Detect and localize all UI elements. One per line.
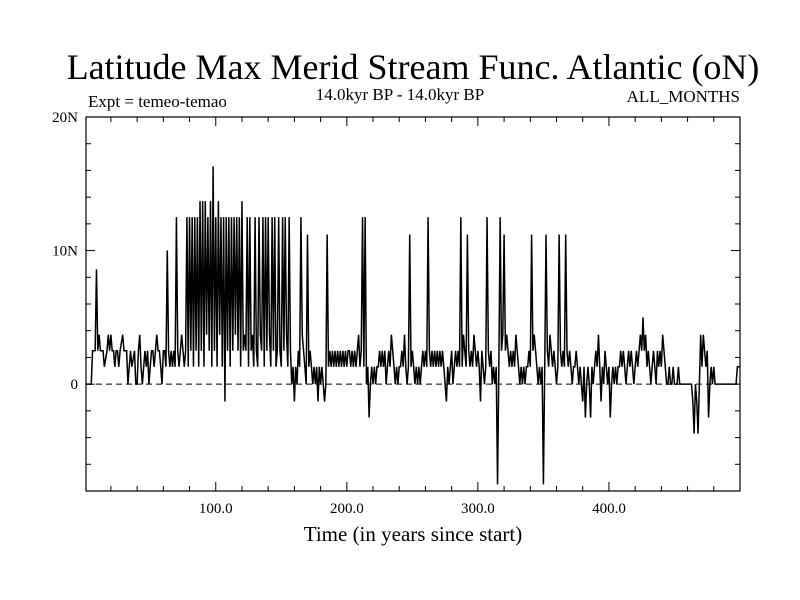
y-tick-label: 0 [71,377,79,393]
x-tick-label: 400.0 [592,501,626,517]
x-axis-ticks: 100.0 200.0 300.0 400.0 [110,117,715,517]
y-tick-label: 10N [52,244,78,260]
y-axis-ticks: 0 10N 20N [52,110,740,492]
plot-frame [85,116,741,492]
series-line [86,166,740,485]
expt-label: Expt = temeo-temao [88,92,227,111]
y-tick-label: 20N [52,110,78,126]
x-tick-label: 100.0 [199,501,233,517]
x-axis-label: Time (in years since start) [304,522,523,546]
plot-area: 100.0 200.0 300.0 400.0 0 10N 20N [52,110,741,517]
months-label: ALL_MONTHS [627,87,740,106]
period-label: 14.0kyr BP - 14.0kyr BP [316,85,484,104]
x-tick-label: 200.0 [330,501,364,517]
chart-title: Latitude Max Merid Stream Func. Atlantic… [67,47,760,87]
x-tick-label: 300.0 [461,501,495,517]
